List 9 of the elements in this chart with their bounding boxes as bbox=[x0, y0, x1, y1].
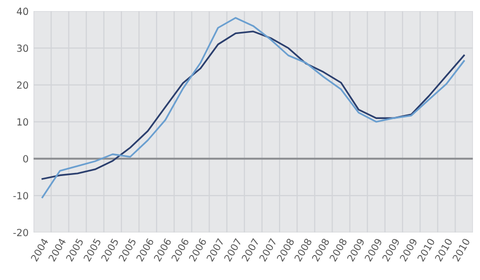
y-tick-label: 0 bbox=[23, 155, 28, 162]
y-tick-label: -10 bbox=[13, 192, 28, 200]
y-tick-label: -20 bbox=[13, 228, 28, 236]
y-tick-label: 20 bbox=[17, 81, 28, 89]
y-tick-label: 10 bbox=[17, 118, 28, 126]
y-tick-label: 40 bbox=[16, 8, 28, 16]
line-series bbox=[42, 17, 465, 198]
y-tick-label: 30 bbox=[17, 44, 28, 52]
line-series bbox=[42, 30, 465, 180]
